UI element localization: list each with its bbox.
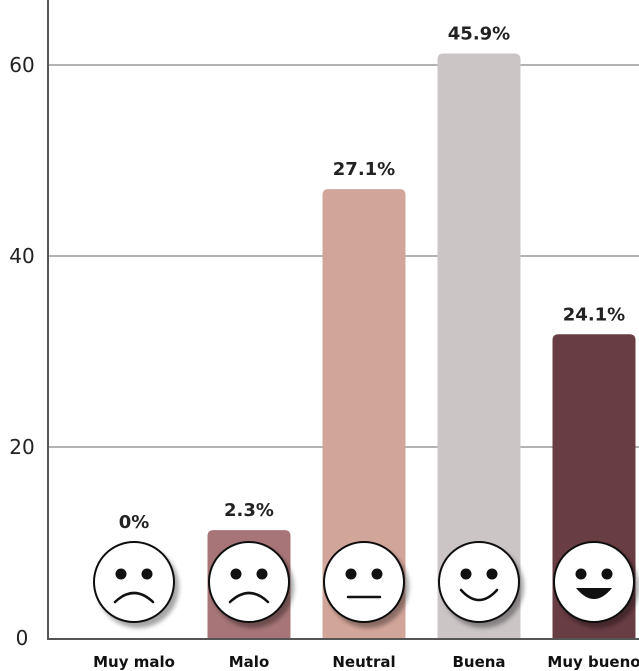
data-label: 45.9% xyxy=(448,24,510,45)
face-icons xyxy=(93,541,635,623)
data-label: 2.3% xyxy=(224,500,274,521)
data-label: 0% xyxy=(119,512,150,533)
bar-buena xyxy=(437,53,521,639)
data-label: 27.1% xyxy=(333,159,395,180)
category-label: Muy bueno xyxy=(547,653,639,671)
bar-neutral xyxy=(322,189,406,638)
data-labels: 0% 2.3% 27.1% 45.9% 24.1% xyxy=(119,24,626,533)
laughing-face-icon xyxy=(553,541,635,623)
y-tick-label: 0 xyxy=(16,626,29,650)
y-tick-label: 40 xyxy=(9,244,34,268)
y-tick-label: 20 xyxy=(9,435,34,459)
category-label: Neutral xyxy=(332,653,395,671)
category-label: Muy malo xyxy=(93,653,175,671)
data-label: 24.1% xyxy=(563,304,625,325)
neutral-face-icon xyxy=(323,541,405,623)
category-labels: Muy malo Malo Neutral Buena Muy bueno xyxy=(93,653,639,671)
smiley-face-icon xyxy=(438,541,520,623)
y-tick-label: 60 xyxy=(9,53,34,77)
category-label: Buena xyxy=(452,653,505,671)
sad-face-icon xyxy=(93,541,175,623)
sad-face-icon xyxy=(208,541,290,623)
y-axis-ticks: 0 20 40 60 xyxy=(9,53,34,650)
category-label: Malo xyxy=(229,653,270,671)
